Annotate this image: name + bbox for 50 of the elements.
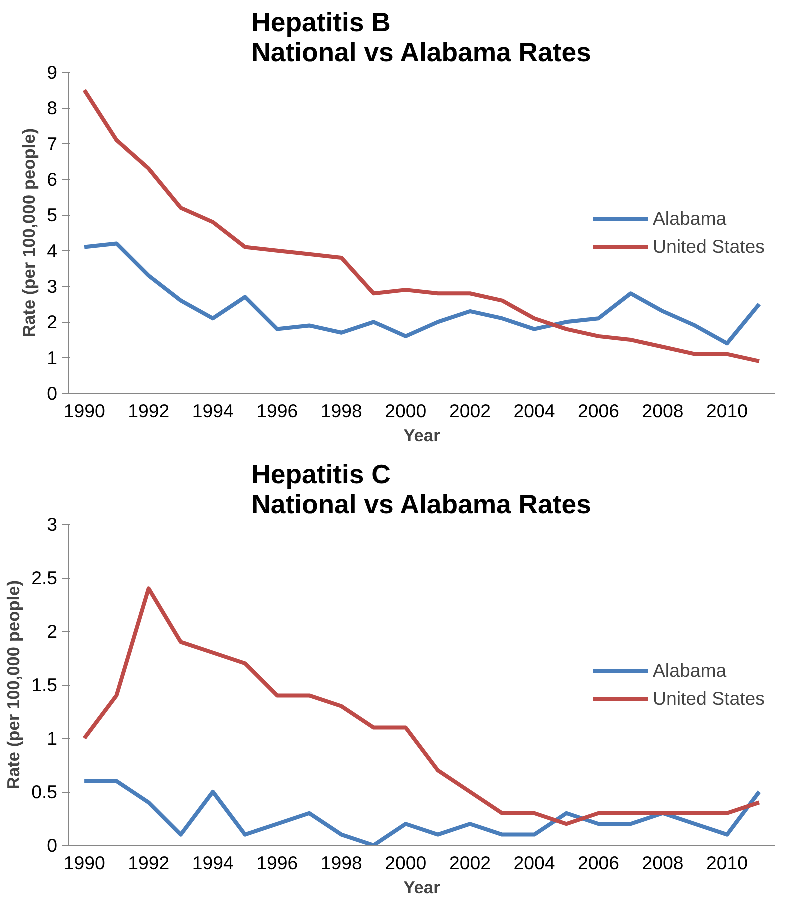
chart-title: Hepatitis B National vs Alabama Rates (252, 8, 592, 68)
y-tick-label: 4 (47, 240, 58, 262)
x-tick-label: 1998 (320, 400, 362, 422)
legend-label: United States (652, 236, 765, 258)
x-tick-label: 1992 (128, 852, 170, 874)
y-tick-label: 3 (47, 514, 58, 535)
y-tick-label: 2.5 (32, 568, 58, 588)
x-tick-label: 2002 (449, 852, 491, 874)
legend-label: Alabama (652, 208, 727, 230)
y-tick-label: 6 (47, 169, 58, 190)
line-series (82, 779, 762, 846)
x-tick-label: 1990 (64, 852, 106, 874)
y-tick-label: 1 (47, 347, 58, 368)
y-tick-label: 0.5 (32, 782, 58, 802)
y-tick-label: 7 (47, 133, 58, 154)
x-tick-label: 2006 (578, 852, 620, 874)
x-tick-label: 2006 (578, 400, 620, 422)
y-tick-label: 1.5 (32, 674, 58, 696)
x-axis-title: Year (404, 426, 441, 446)
y-tick-label: 5 (47, 204, 58, 226)
x-tick-label: 2000 (385, 852, 427, 874)
x-axis-title: Year (404, 878, 441, 898)
y-tick-label: 8 (47, 98, 58, 119)
x-tick-label: 2010 (706, 400, 748, 422)
chart-title: Hepatitis C National vs Alabama Rates (252, 460, 592, 520)
x-tick-label: 2008 (642, 400, 684, 422)
y-axis-title: Rate (per 100,000 people) (4, 580, 24, 790)
y-tick-label: 1 (47, 728, 58, 749)
y-tick-label: 3 (47, 276, 58, 297)
x-tick-label: 2008 (642, 852, 684, 874)
y-tick-label: 2 (47, 312, 58, 333)
x-tick-label: 2000 (385, 400, 427, 422)
x-tick-label: 1992 (128, 400, 170, 422)
x-tick-label: 1996 (256, 400, 298, 422)
y-tick-label: 0 (47, 835, 58, 856)
x-tick-label: 2004 (514, 400, 556, 422)
legend-label: United States (652, 688, 765, 710)
x-tick-label: 1990 (64, 400, 106, 422)
y-tick-label: 9 (47, 62, 58, 83)
y-axis-title: Rate (per 100,000 people) (19, 128, 40, 338)
x-tick-label: 1996 (256, 852, 298, 874)
y-tick-label: 2 (47, 621, 58, 642)
x-tick-label: 1994 (192, 852, 234, 874)
y-tick-label: 0 (47, 383, 58, 404)
legend-label: Alabama (652, 660, 727, 682)
x-tick-label: 2004 (514, 852, 556, 874)
x-tick-label: 1998 (320, 852, 362, 874)
x-tick-label: 2010 (706, 852, 748, 874)
x-tick-label: 1994 (192, 400, 234, 422)
x-tick-label: 2002 (449, 400, 491, 422)
